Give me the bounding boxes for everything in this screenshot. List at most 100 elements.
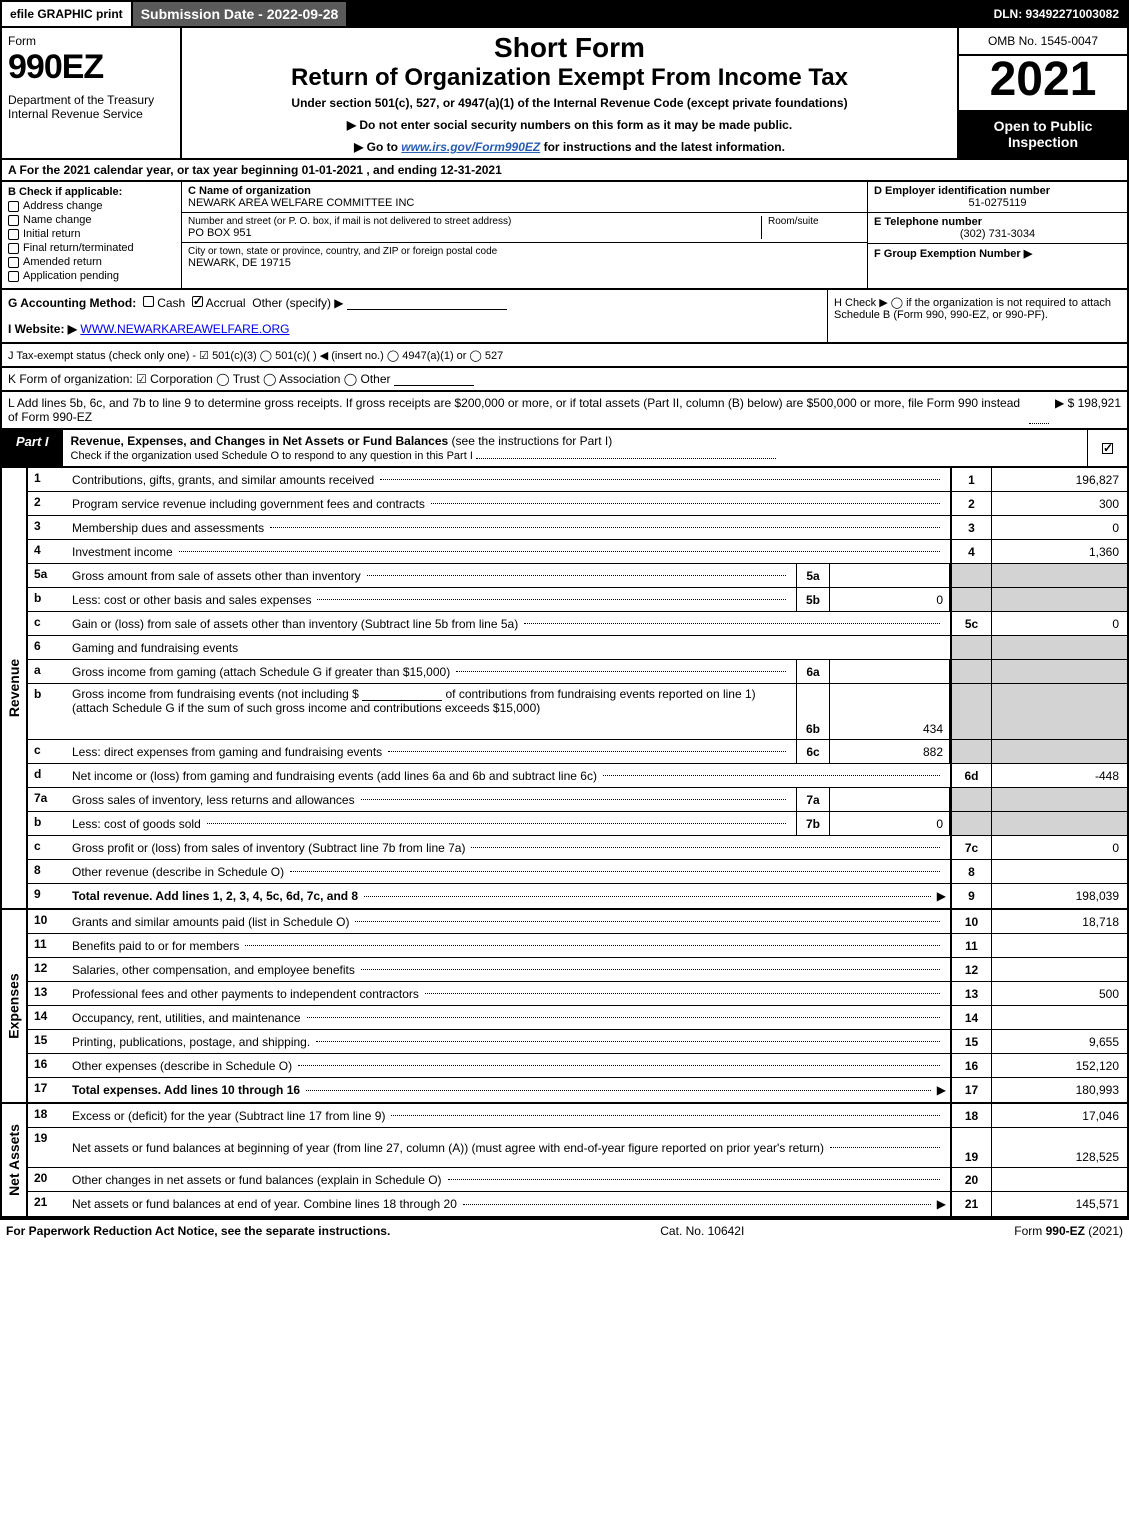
line-desc: Gross income from fundraising events (no…	[68, 684, 796, 739]
line-8: 8 Other revenue (describe in Schedule O)…	[28, 860, 1127, 884]
col-b-check: B Check if applicable: Address changeNam…	[2, 182, 182, 288]
short-form-title: Short Form	[192, 32, 947, 64]
line-value: 9,655	[992, 1030, 1127, 1053]
line-value: 500	[992, 982, 1127, 1005]
netassets-section: Net Assets 18 Excess or (deficit) for th…	[0, 1104, 1129, 1218]
inline-box: 5a	[796, 564, 830, 587]
check-item: Amended return	[8, 256, 175, 268]
checkbox[interactable]	[8, 271, 19, 282]
line-value: 0	[992, 516, 1127, 539]
footer-left: For Paperwork Reduction Act Notice, see …	[6, 1224, 390, 1238]
line-num: 8	[28, 860, 68, 883]
line-num: a	[28, 660, 68, 683]
line-desc: Investment income	[68, 540, 950, 563]
checkbox[interactable]	[8, 243, 19, 254]
accrual-checkbox[interactable]	[192, 296, 203, 307]
line-box: 16	[950, 1054, 992, 1077]
line-6: 6 Gaming and fundraising events	[28, 636, 1127, 660]
line-d: d Net income or (loss) from gaming and f…	[28, 764, 1127, 788]
line-box-shaded	[950, 740, 992, 763]
line-desc: Professional fees and other payments to …	[68, 982, 950, 1005]
part1-check[interactable]	[1087, 430, 1127, 466]
line-box: 9	[950, 884, 992, 908]
col-d-e-f: D Employer identification number 51-0275…	[867, 182, 1127, 288]
line-20: 20 Other changes in net assets or fund b…	[28, 1168, 1127, 1192]
check-item: Initial return	[8, 228, 175, 240]
line-desc: Contributions, gifts, grants, and simila…	[68, 468, 950, 491]
line-value	[992, 934, 1127, 957]
line-desc: Net income or (loss) from gaming and fun…	[68, 764, 950, 787]
line-1: 1 Contributions, gifts, grants, and simi…	[28, 468, 1127, 492]
line-box: 11	[950, 934, 992, 957]
col-b-header: B Check if applicable:	[8, 186, 175, 198]
part1-header: Part I Revenue, Expenses, and Changes in…	[0, 430, 1129, 468]
inline-box: 6a	[796, 660, 830, 683]
line-desc: Gross amount from sale of assets other t…	[68, 564, 796, 587]
line-value	[992, 860, 1127, 883]
line-value: 300	[992, 492, 1127, 515]
line-num: 21	[28, 1192, 68, 1216]
line-num: c	[28, 740, 68, 763]
line-desc: Less: cost or other basis and sales expe…	[68, 588, 796, 611]
l-text: L Add lines 5b, 6c, and 7b to line 9 to …	[8, 396, 1029, 424]
website-link[interactable]: WWW.NEWARKAREAWELFARE.ORG	[80, 322, 289, 336]
line-num: 4	[28, 540, 68, 563]
row-l-gross: L Add lines 5b, 6c, and 7b to line 9 to …	[0, 392, 1129, 430]
row-k-form-org: K Form of organization: ☑ Corporation ◯ …	[0, 368, 1129, 392]
checkbox[interactable]	[8, 257, 19, 268]
line-value	[992, 1168, 1127, 1191]
header-center: Short Form Return of Organization Exempt…	[182, 28, 957, 158]
line-value: 128,525	[992, 1128, 1127, 1167]
block-g-h: G Accounting Method: Cash Accrual Other …	[0, 290, 1129, 344]
form-number: 990EZ	[8, 48, 174, 87]
cash-checkbox[interactable]	[143, 296, 154, 307]
org-city: NEWARK, DE 19715	[188, 257, 291, 269]
other-specify-blank[interactable]	[347, 296, 507, 310]
accrual-label: Accrual	[206, 296, 246, 310]
submission-date: Submission Date - 2022-09-28	[133, 2, 349, 26]
efile-label[interactable]: efile GRAPHIC print	[2, 2, 133, 26]
line-box: 8	[950, 860, 992, 883]
form-header: Form 990EZ Department of the Treasury In…	[0, 28, 1129, 160]
tax-year: 2021	[959, 56, 1127, 104]
line-12: 12 Salaries, other compensation, and emp…	[28, 958, 1127, 982]
line-value: 196,827	[992, 468, 1127, 491]
line-num: b	[28, 684, 68, 739]
irs-link[interactable]: www.irs.gov/Form990EZ	[401, 140, 540, 154]
check-label: Address change	[23, 200, 103, 212]
part1-title: Revenue, Expenses, and Changes in Net As…	[71, 434, 449, 448]
inline-box: 7a	[796, 788, 830, 811]
k-other-blank[interactable]	[394, 374, 474, 386]
line-desc: Gaming and fundraising events	[68, 636, 950, 659]
form-subtitle: Under section 501(c), 527, or 4947(a)(1)…	[192, 96, 947, 110]
revenue-label-text: Revenue	[6, 659, 22, 717]
line-5a: 5a Gross amount from sale of assets othe…	[28, 564, 1127, 588]
part1-title-cell: Revenue, Expenses, and Changes in Net As…	[63, 430, 1087, 466]
line-num: 20	[28, 1168, 68, 1191]
line-c: c Less: direct expenses from gaming and …	[28, 740, 1127, 764]
line-num: 3	[28, 516, 68, 539]
ein-label: D Employer identification number	[874, 185, 1121, 197]
line-desc: Excess or (deficit) for the year (Subtra…	[68, 1104, 950, 1127]
checkbox[interactable]	[8, 229, 19, 240]
checkbox[interactable]	[8, 215, 19, 226]
line-desc: Gross sales of inventory, less returns a…	[68, 788, 796, 811]
line-value: 18,718	[992, 910, 1127, 933]
checkbox[interactable]	[8, 201, 19, 212]
inline-val	[830, 660, 950, 683]
row-a-tax-year: A For the 2021 calendar year, or tax yea…	[0, 160, 1129, 182]
line-b: b Less: cost or other basis and sales ex…	[28, 588, 1127, 612]
line-value-shaded	[992, 636, 1127, 659]
line-num: 5a	[28, 564, 68, 587]
phone-label: E Telephone number	[874, 216, 1121, 228]
org-name: NEWARK AREA WELFARE COMMITTEE INC	[188, 197, 414, 209]
line-value: 1,360	[992, 540, 1127, 563]
org-addr: PO BOX 951	[188, 227, 761, 239]
schedule-o-checkbox[interactable]	[1102, 443, 1113, 454]
inline-val: 0	[830, 812, 950, 835]
line-6b: b Gross income from fundraising events (…	[28, 684, 1127, 740]
line-value-shaded	[992, 684, 1127, 739]
line-9: 9 Total revenue. Add lines 1, 2, 3, 4, 5…	[28, 884, 1127, 908]
line-desc: Net assets or fund balances at end of ye…	[68, 1192, 950, 1216]
line-num: c	[28, 836, 68, 859]
